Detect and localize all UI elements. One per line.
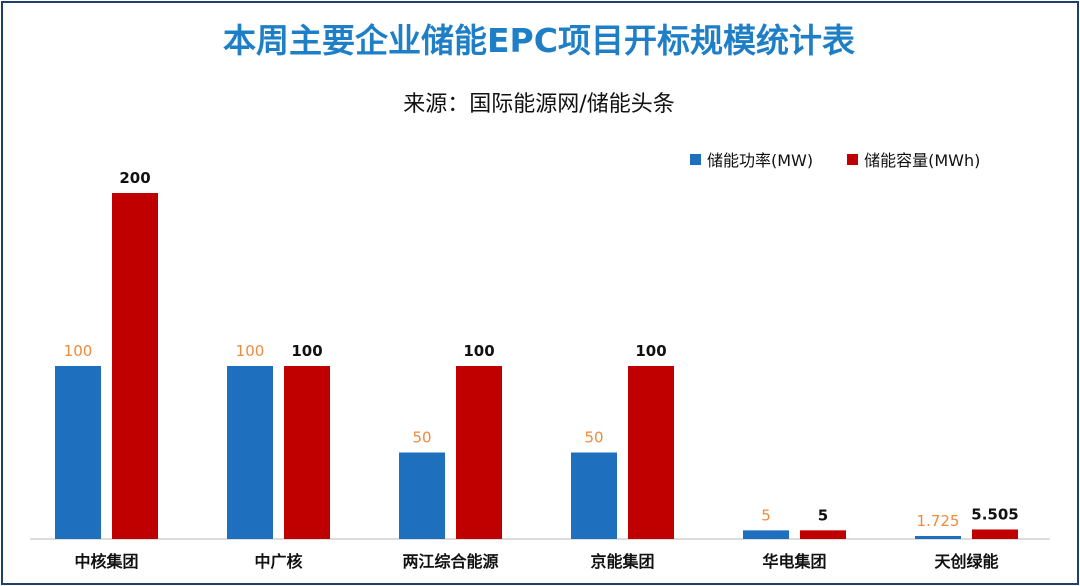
bar-capacity-5 xyxy=(972,529,1018,539)
chart-title: 本周主要企业储能EPC项目开标规模统计表 xyxy=(223,21,855,60)
bar-capacity-3 xyxy=(628,366,674,539)
bar-capacity-2 xyxy=(456,366,502,539)
legend-swatch-power xyxy=(690,153,701,165)
bar-capacity-0 xyxy=(112,193,158,539)
x-tick-label-2: 两江综合能源 xyxy=(402,552,498,571)
data-label-power-1: 100 xyxy=(236,342,265,360)
bar-power-4 xyxy=(743,530,789,539)
data-label-capacity-4: 5 xyxy=(818,506,828,524)
data-label-capacity-1: 100 xyxy=(291,342,322,360)
data-label-capacity-0: 200 xyxy=(119,169,150,187)
x-tick-label-5: 天创绿能 xyxy=(934,552,998,571)
legend-item-capacity: 储能容量(MWh) xyxy=(847,147,980,171)
data-label-capacity-2: 100 xyxy=(463,342,494,360)
x-tick-label-3: 京能集团 xyxy=(590,552,654,571)
bar-power-3 xyxy=(571,452,617,539)
data-label-power-2: 50 xyxy=(412,429,431,447)
bar-power-1 xyxy=(227,366,273,539)
bar-power-5 xyxy=(915,536,961,539)
x-tick-label-1: 中广核 xyxy=(254,552,302,571)
bar-capacity-4 xyxy=(800,530,846,539)
legend-swatch-capacity xyxy=(847,153,859,165)
bar-power-0 xyxy=(55,366,101,539)
legend: 储能功率(MW) 储能容量(MWh) xyxy=(690,147,1014,171)
data-label-power-4: 5 xyxy=(761,506,771,524)
data-label-capacity-3: 100 xyxy=(635,342,666,360)
legend-label-power: 储能功率(MW) xyxy=(707,151,814,170)
bar-power-2 xyxy=(399,452,445,539)
data-label-power-0: 100 xyxy=(64,342,93,360)
legend-label-capacity: 储能容量(MWh) xyxy=(864,151,981,170)
x-tick-label-4: 华电集团 xyxy=(762,552,826,571)
x-tick-label-0: 中核集团 xyxy=(74,552,138,571)
data-label-power-5: 1.725 xyxy=(917,512,960,530)
legend-item-power: 储能功率(MW) xyxy=(690,147,813,171)
bar-capacity-1 xyxy=(284,366,330,539)
data-label-capacity-5: 5.505 xyxy=(971,505,1018,523)
chart-subtitle: 来源：国际能源网/储能头条 xyxy=(403,92,675,117)
data-label-power-3: 50 xyxy=(584,429,603,447)
